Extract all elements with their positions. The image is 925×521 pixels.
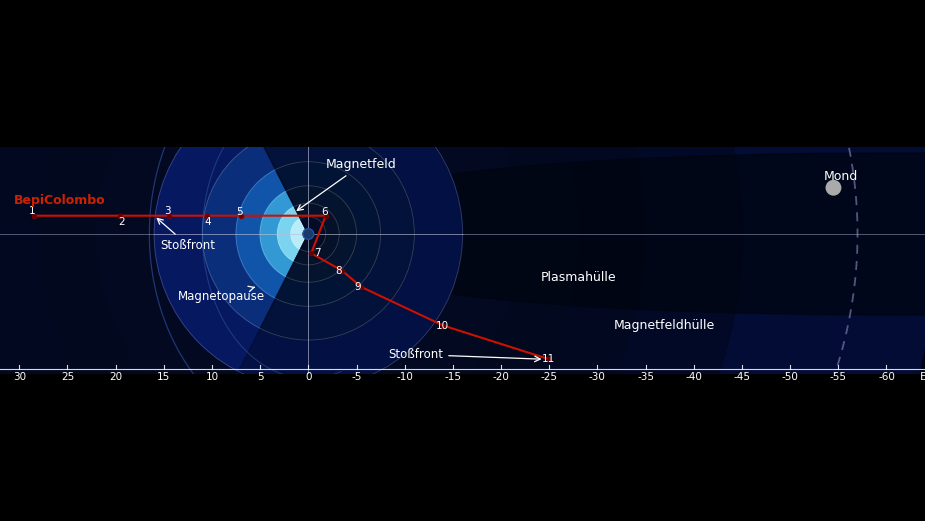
Text: -55: -55: [830, 372, 846, 382]
Circle shape: [236, 162, 380, 306]
Text: Plasmahülle: Plasmahülle: [540, 271, 616, 284]
Text: 10: 10: [205, 372, 218, 382]
Text: -5: -5: [352, 372, 362, 382]
Text: Magnetfeldhülle: Magnetfeldhülle: [614, 319, 715, 332]
Text: 6: 6: [321, 207, 327, 217]
Circle shape: [826, 180, 841, 195]
Text: 30: 30: [13, 372, 26, 382]
Polygon shape: [239, 80, 462, 388]
Circle shape: [0, 0, 646, 521]
Text: Stoßfront: Stoßfront: [157, 218, 216, 252]
Text: Magnetopause: Magnetopause: [179, 286, 265, 303]
Polygon shape: [308, 153, 925, 315]
Text: 1: 1: [29, 206, 35, 216]
Text: 20: 20: [109, 372, 122, 382]
Text: -25: -25: [541, 372, 558, 382]
Polygon shape: [301, 217, 326, 251]
Circle shape: [96, 22, 520, 446]
Text: 10: 10: [436, 320, 449, 330]
Text: 0: 0: [305, 372, 312, 382]
Text: 5: 5: [257, 372, 264, 382]
Polygon shape: [276, 162, 380, 306]
Text: Stoßfront: Stoßfront: [388, 348, 540, 362]
Text: 15: 15: [157, 372, 170, 382]
Text: -40: -40: [685, 372, 702, 382]
Text: -30: -30: [589, 372, 606, 382]
Text: -50: -50: [782, 372, 798, 382]
Text: 7: 7: [314, 249, 321, 258]
Circle shape: [303, 229, 314, 239]
Text: -60: -60: [878, 372, 894, 382]
Polygon shape: [260, 128, 414, 340]
Text: 25: 25: [61, 372, 74, 382]
Text: -45: -45: [734, 372, 750, 382]
Text: 9: 9: [354, 282, 361, 292]
Circle shape: [278, 203, 339, 265]
Circle shape: [260, 186, 356, 282]
Text: BepiColombo: BepiColombo: [15, 194, 106, 207]
Text: 11: 11: [541, 354, 555, 364]
Circle shape: [154, 80, 462, 388]
Polygon shape: [294, 203, 339, 265]
Text: 8: 8: [335, 266, 342, 276]
Text: -20: -20: [493, 372, 510, 382]
Text: 2: 2: [118, 217, 125, 228]
Circle shape: [39, 0, 578, 504]
Text: -35: -35: [637, 372, 654, 382]
Polygon shape: [308, 153, 925, 315]
Text: 4: 4: [204, 217, 212, 228]
Text: Magnetfeld: Magnetfeld: [297, 158, 397, 210]
Text: -15: -15: [444, 372, 462, 382]
Polygon shape: [287, 186, 356, 282]
Text: Mond: Mond: [824, 170, 858, 183]
Text: 5: 5: [236, 207, 242, 217]
Circle shape: [0, 0, 742, 521]
Circle shape: [203, 128, 414, 340]
Circle shape: [291, 217, 326, 251]
Text: 3: 3: [164, 206, 170, 216]
Text: -10: -10: [396, 372, 413, 382]
Text: Erdradien: Erdradien: [920, 372, 925, 382]
